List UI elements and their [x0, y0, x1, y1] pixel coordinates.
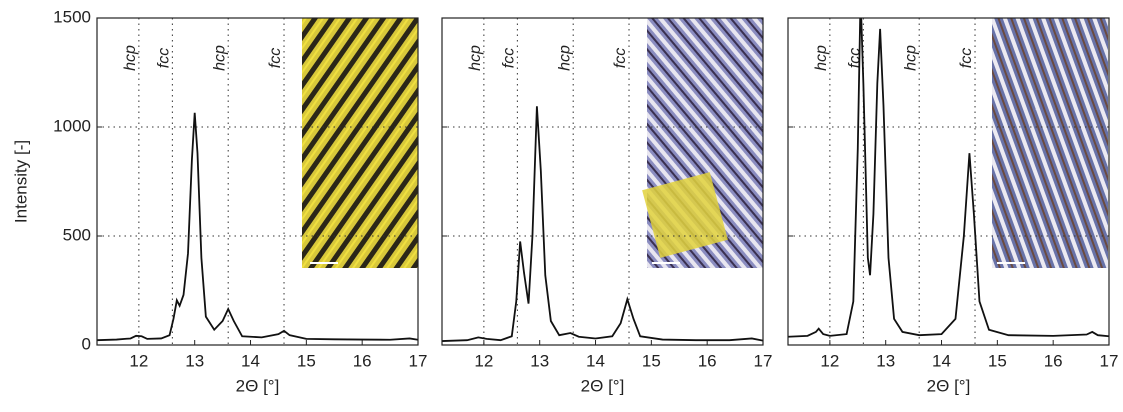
- phase-label: fcc: [958, 48, 975, 68]
- x-tick-label: 15: [642, 351, 661, 370]
- scale-bar: [310, 262, 338, 264]
- x-tick-label: 17: [409, 351, 428, 370]
- scale-bar: [997, 262, 1025, 264]
- x-tick-label: 16: [698, 351, 717, 370]
- x-tick-label: 14: [586, 351, 605, 370]
- phase-label: hcp: [122, 45, 139, 71]
- phase-label: fcc: [267, 48, 284, 68]
- x-tick-label: 17: [754, 351, 773, 370]
- plot-frame: [441, 17, 764, 346]
- phase-label: fcc: [156, 48, 173, 68]
- x-tick-label: 14: [241, 351, 260, 370]
- x-axis-label: 2Θ [°]: [236, 376, 280, 395]
- phase-label: fcc: [501, 48, 518, 68]
- x-tick-label: 16: [1044, 351, 1063, 370]
- y-tick-label: 500: [63, 225, 91, 244]
- x-axis-label: 2Θ [°]: [581, 376, 625, 395]
- insets: [302, 18, 1108, 268]
- scale-bar: [652, 262, 680, 264]
- phase-label: hcp: [211, 45, 228, 71]
- x-tick-label: 14: [932, 351, 951, 370]
- x-tick-label: 12: [474, 351, 493, 370]
- phase-label: hcp: [467, 45, 484, 71]
- phase-label: hcp: [813, 45, 830, 71]
- plot-frame: [96, 17, 419, 346]
- x-tick-label: 15: [988, 351, 1007, 370]
- phase-label: fcc: [612, 48, 629, 68]
- x-tick-label: 17: [1100, 351, 1119, 370]
- x-tick-label: 15: [297, 351, 316, 370]
- plot-area: [97, 112, 418, 342]
- plot-frame: [787, 17, 1110, 346]
- phase-label: hcp: [556, 45, 573, 71]
- micrograph: [302, 18, 418, 268]
- plot-area: [442, 106, 763, 342]
- x-tick-label: 13: [185, 351, 204, 370]
- phase-label: hcp: [902, 45, 919, 71]
- y-tick-label: 0: [82, 334, 91, 353]
- plot-area: [788, 18, 1109, 338]
- line-series: [442, 106, 763, 342]
- y-tick-label: 1000: [53, 116, 91, 135]
- x-tick-label: 16: [353, 351, 372, 370]
- x-tick-label: 13: [876, 351, 895, 370]
- y-axis-label: Intensity [-]: [11, 140, 30, 223]
- x-tick-label: 13: [530, 351, 549, 370]
- phase-label: fcc: [847, 48, 864, 68]
- x-tick-label: 12: [129, 351, 148, 370]
- micrograph: [992, 18, 1108, 268]
- line-series: [788, 18, 1109, 338]
- x-axis-label: 2Θ [°]: [927, 376, 971, 395]
- x-tick-label: 12: [820, 351, 839, 370]
- line-series: [97, 112, 418, 342]
- y-tick-label: 1500: [53, 7, 91, 26]
